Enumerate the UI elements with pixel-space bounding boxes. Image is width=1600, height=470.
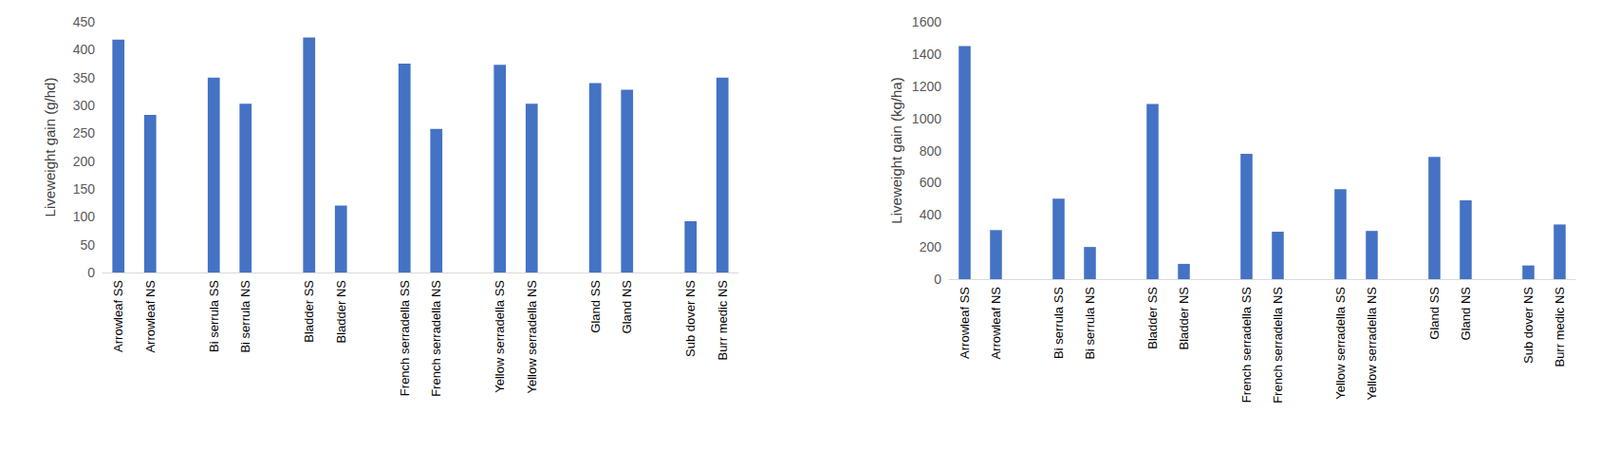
svg-text:French serradella SS: French serradella SS <box>397 279 412 396</box>
svg-text:Bladder NS: Bladder NS <box>1176 286 1191 351</box>
svg-text:French serradella NS: French serradella NS <box>1270 286 1285 404</box>
svg-text:Yellow serradella NS: Yellow serradella NS <box>1364 286 1379 401</box>
svg-text:50: 50 <box>79 237 95 253</box>
svg-text:1400: 1400 <box>911 46 942 62</box>
svg-text:Bi serrula NS: Bi serrula NS <box>1082 286 1098 360</box>
svg-text:Arrowleaf NS: Arrowleaf NS <box>143 279 158 354</box>
svg-text:Yellow serradella SS: Yellow serradella SS <box>492 279 507 393</box>
svg-text:1200: 1200 <box>911 78 942 94</box>
svg-text:Burr medic NS: Burr medic NS <box>1552 286 1567 368</box>
svg-text:150: 150 <box>73 181 96 197</box>
svg-text:1600: 1600 <box>911 14 942 30</box>
svg-text:400: 400 <box>919 206 943 223</box>
svg-text:450: 450 <box>73 14 96 30</box>
svg-text:Liveweight gain (g/hd): Liveweight gain (g/hd) <box>41 77 58 218</box>
svg-text:400: 400 <box>73 41 96 57</box>
svg-text:100: 100 <box>73 208 96 224</box>
svg-text:Bi serrula SS: Bi serrula SS <box>206 279 222 353</box>
svg-text:Arrowleaf SS: Arrowleaf SS <box>957 286 972 359</box>
svg-text:Gland SS: Gland SS <box>1427 286 1442 340</box>
svg-text:Yellow serradella SS: Yellow serradella SS <box>1333 286 1348 400</box>
svg-text:Bi serrula SS: Bi serrula SS <box>1051 286 1066 359</box>
svg-text:200: 200 <box>73 153 96 169</box>
svg-text:Gland SS: Gland SS <box>588 279 603 334</box>
svg-text:200: 200 <box>919 239 943 255</box>
svg-text:French serradella NS: French serradella NS <box>428 279 444 397</box>
svg-text:0: 0 <box>933 271 942 287</box>
svg-text:Sub dover NS: Sub dover NS <box>1521 286 1536 364</box>
svg-text:Yellow serradella NS: Yellow serradella NS <box>524 279 540 394</box>
svg-text:Burr medic NS: Burr medic NS <box>715 279 730 361</box>
svg-text:Bladder NS: Bladder NS <box>334 279 349 344</box>
svg-text:Gland NS: Gland NS <box>619 279 634 335</box>
svg-text:Liveweight gain (kg/ha): Liveweight gain (kg/ha) <box>888 76 905 224</box>
svg-text:Bladder SS: Bladder SS <box>1145 286 1160 350</box>
svg-text:Sub dover NS: Sub dover NS <box>683 279 698 357</box>
svg-text:250: 250 <box>73 125 96 141</box>
svg-text:Arrowleaf SS: Arrowleaf SS <box>111 279 126 353</box>
svg-text:Bladder SS: Bladder SS <box>301 279 317 343</box>
svg-text:French serradella SS: French serradella SS <box>1239 286 1254 403</box>
svg-text:800: 800 <box>919 143 943 159</box>
svg-text:300: 300 <box>73 97 96 113</box>
svg-text:Arrowleaf NS: Arrowleaf NS <box>988 286 1004 360</box>
svg-text:0: 0 <box>87 264 95 280</box>
svg-text:1000: 1000 <box>911 111 942 127</box>
svg-text:Gland NS: Gland NS <box>1458 286 1473 341</box>
svg-text:Bi serrula NS: Bi serrula NS <box>238 279 253 354</box>
svg-text:600: 600 <box>919 174 943 190</box>
svg-text:350: 350 <box>73 70 96 86</box>
